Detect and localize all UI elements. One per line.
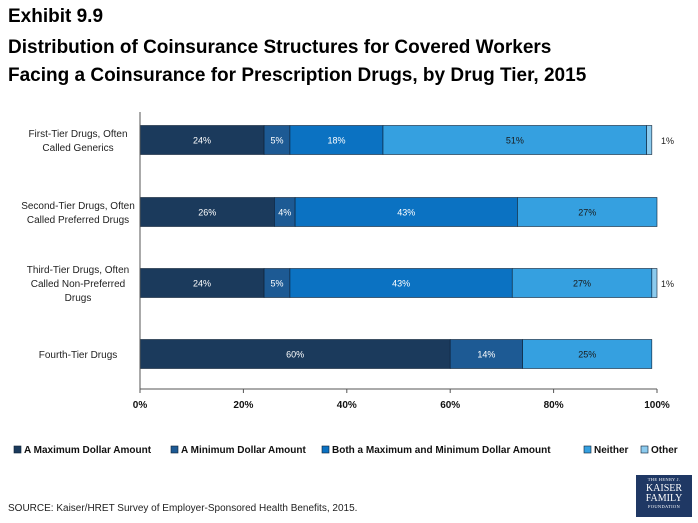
data-label: 26% (198, 208, 216, 218)
data-label: 1% (661, 136, 674, 146)
bar-segment (289, 125, 384, 155)
category-label-line: Third-Tier Drugs, Often (27, 265, 129, 276)
chart-title-line-1: Distribution of Coinsurance Structures f… (8, 37, 552, 58)
bar-segment (382, 125, 647, 155)
data-label: 27% (578, 208, 596, 218)
category-label-line: First-Tier Drugs, Often (28, 129, 127, 140)
legend-label: Neither (594, 445, 629, 456)
x-tick-label: 60% (440, 400, 460, 411)
data-label: 4% (278, 208, 291, 218)
category-label-line: Drugs (65, 293, 92, 304)
legend-swatch (640, 445, 649, 454)
bar-segment (511, 268, 653, 298)
chart-title-line-2: Facing a Coinsurance for Prescription Dr… (8, 65, 587, 86)
bar-segment (139, 197, 275, 227)
data-label: 5% (270, 136, 283, 146)
data-label: 18% (327, 136, 345, 146)
legend-label: Other (651, 445, 678, 456)
data-label: 24% (193, 136, 211, 146)
bar-segment (139, 268, 265, 298)
data-label: 51% (506, 136, 524, 146)
data-label: 43% (397, 208, 415, 218)
legend-swatch (321, 445, 330, 454)
legend-swatch (13, 445, 22, 454)
kff-logo: THE HENRY J. KAISER FAMILY FOUNDATION (636, 475, 692, 517)
data-label: 14% (477, 350, 495, 360)
data-label: 1% (661, 279, 674, 289)
bar-segment (263, 268, 291, 298)
x-tick-label: 20% (233, 400, 253, 411)
data-label: 27% (573, 279, 591, 289)
bar-segment (139, 125, 265, 155)
bar-segment (522, 339, 653, 369)
category-label-line: Called Non-Preferred (31, 279, 126, 290)
bar-segment (294, 197, 518, 227)
logo-line-3: FAMILY (645, 492, 683, 504)
category-label: Third-Tier Drugs, Often Called Non-Prefer… (27, 265, 129, 304)
data-label: 43% (392, 279, 410, 289)
category-label: First-Tier Drugs, Often Called Generics (28, 129, 127, 154)
chart-title: Distribution of Coinsurance Structures f… (8, 34, 688, 90)
logo-line-2: KAISER (645, 482, 683, 494)
category-label-line: Called Preferred Drugs (27, 215, 129, 226)
x-tick-label: 100% (644, 400, 670, 411)
data-label: 24% (193, 279, 211, 289)
legend-label: A Maximum Dollar Amount (24, 445, 152, 456)
data-label: 25% (578, 350, 596, 360)
legend-swatch (583, 445, 592, 454)
category-label: Second-Tier Drugs, Often Called Preferred… (21, 201, 135, 226)
legend-swatch (170, 445, 179, 454)
bar-segment (517, 197, 658, 227)
data-label: 5% (270, 279, 283, 289)
legend-label: A Minimum Dollar Amount (181, 445, 306, 456)
bar-segment (449, 339, 523, 369)
legend-label: Both a Maximum and Minimum Dollar Amount (332, 445, 551, 456)
category-label-line: Fourth-Tier Drugs (39, 350, 118, 361)
category-label: Fourth-Tier Drugs (39, 350, 118, 361)
bar-segment (263, 125, 291, 155)
category-label-line: Called Generics (42, 143, 113, 154)
bar-segment (139, 339, 451, 369)
source-note: SOURCE: Kaiser/HRET Survey of Employer-S… (8, 503, 358, 514)
bar-segment (646, 125, 653, 155)
x-tick-label: 0% (133, 400, 148, 411)
x-tick-label: 80% (544, 400, 564, 411)
bar-segment (651, 268, 658, 298)
x-tick-label: 40% (337, 400, 357, 411)
category-label-line: Second-Tier Drugs, Often (21, 201, 135, 212)
data-label: 60% (286, 350, 304, 360)
logo-line-1: THE HENRY J. (647, 477, 681, 482)
exhibit-label: Exhibit 9.9 (8, 6, 104, 27)
logo-line-4: FOUNDATION (648, 503, 680, 509)
chart-svg: First-Tier Drugs, Often Called Generics Se… (13, 112, 678, 456)
